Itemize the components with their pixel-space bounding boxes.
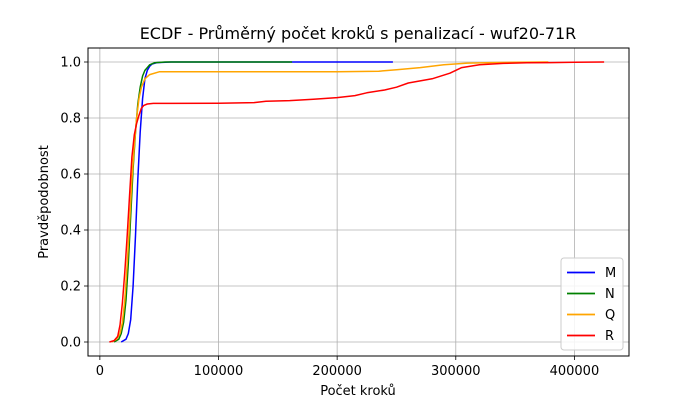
x-axis-label: Počet kroků (320, 384, 396, 399)
legend-label-n: N (605, 287, 615, 302)
y-axis-label: Pravděpodobnost (37, 145, 52, 259)
y-tick-label: 0.2 (60, 280, 81, 295)
legend-label-r: R (605, 329, 614, 344)
legend-box (560, 257, 624, 351)
series-layer (109, 61, 605, 343)
y-tick-label: 1.0 (60, 56, 81, 71)
x-tick-label: 100000 (194, 364, 244, 379)
series-line-q (111, 61, 549, 343)
plot-frame (87, 47, 630, 357)
legend-label-m: M (605, 266, 616, 281)
y-tick-label: 0.4 (60, 224, 81, 239)
y-tick-label: 0.0 (60, 336, 81, 351)
x-tick-label: 400000 (550, 364, 600, 379)
legend-label-q: Q (605, 308, 615, 323)
chart-title: ECDF - Průměrný počet kroků s penalizací… (140, 24, 577, 43)
x-tick-label: 200000 (312, 364, 362, 379)
x-tick-label: 0 (96, 364, 104, 379)
y-tick-label: 0.8 (60, 112, 81, 127)
series-line-r (109, 61, 605, 343)
y-tick-label: 0.6 (60, 168, 81, 183)
x-tick-label: 300000 (431, 364, 481, 379)
tick-layer: 0 100000 200000 300000 400000 0.0 0.2 0.4 0.6 0.8… (60, 56, 599, 380)
